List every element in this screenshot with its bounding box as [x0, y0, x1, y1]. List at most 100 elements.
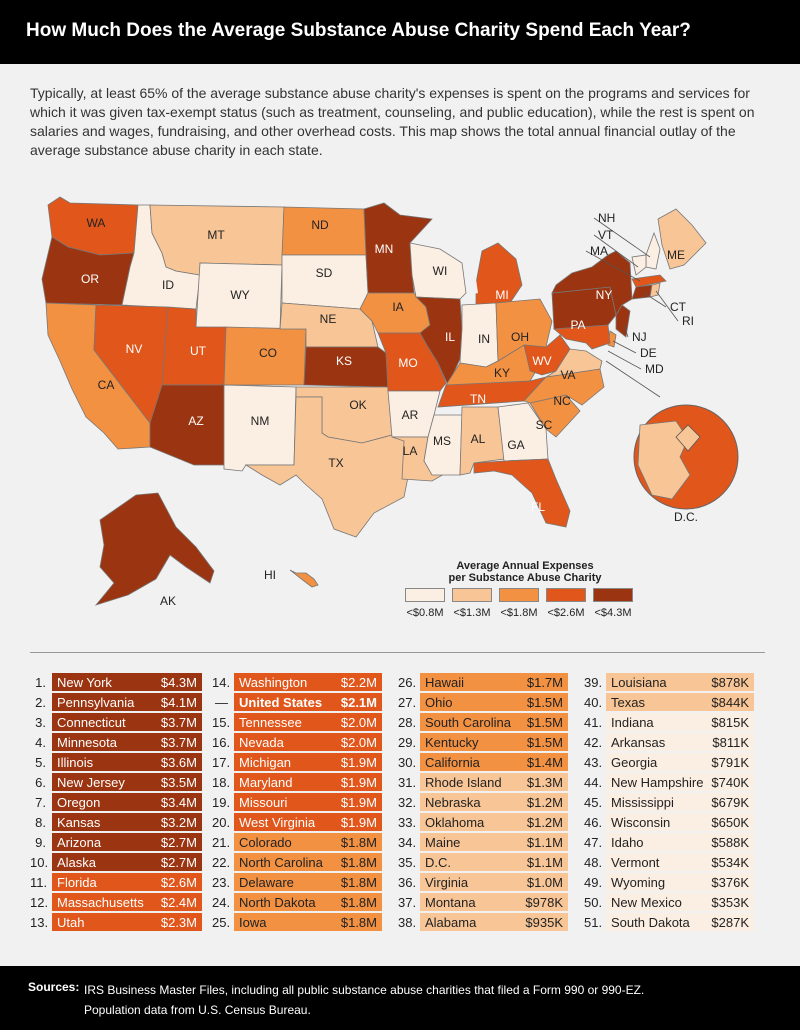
state-name: Ohio	[425, 694, 453, 710]
state-name: North Carolina	[239, 854, 323, 870]
ranking-bar: Connecticut $3.7M	[52, 713, 202, 731]
rank-number: 2.	[35, 694, 46, 710]
rank-number: 37.	[398, 894, 417, 910]
state-name: Vermont	[611, 854, 660, 870]
state-name: Arizona	[57, 834, 102, 850]
rank-number: 44.	[584, 774, 603, 790]
ranking-row: 20. West Virginia $1.9M	[212, 812, 397, 832]
ranking-bar: United States $2.1M	[234, 693, 382, 711]
legend-title-line2: per Substance Abuse Charity	[448, 572, 602, 584]
ranking-row: 23. Delaware $1.8M	[212, 872, 397, 892]
ranking-row: 46. Wisconsin $650K	[584, 812, 769, 832]
ranking-row: — United States $2.1M	[212, 692, 397, 712]
state-shape-md	[552, 324, 611, 350]
ranking-row: 10. Alaska $2.7M	[30, 852, 215, 872]
ranking-bar: Tennessee $2.0M	[234, 713, 382, 731]
state-name: New Jersey	[57, 774, 125, 790]
ranking-bar: Texas $844K	[606, 693, 754, 711]
rank-number: 23.	[212, 874, 231, 890]
state-name: Maine	[425, 834, 461, 850]
ranking-row: 33. Oklahoma $1.2M	[398, 812, 583, 832]
ranking-bar: Wyoming $376K	[606, 873, 754, 891]
state-name: Mississippi	[611, 794, 674, 810]
state-label-wv: WV	[532, 354, 551, 368]
ranking-row: 16. Nevada $2.0M	[212, 732, 397, 752]
legend-swatch-4	[546, 588, 586, 602]
state-label-oh: OH	[511, 330, 529, 344]
rank-number: 19.	[212, 794, 231, 810]
rank-number: 12.	[30, 894, 49, 910]
ranking-bar: South Carolina $1.5M	[420, 713, 568, 731]
ranking-row: 25. Iowa $1.8M	[212, 912, 397, 932]
state-name: Minnesota	[57, 734, 117, 750]
sources-line-1: IRS Business Master Files, including all…	[84, 983, 645, 997]
ranking-column-2: 14. Washington $2.2M — United States $2.1M 15.…	[212, 672, 397, 932]
state-label-ct: CT	[670, 300, 687, 314]
rank-number: 51.	[584, 914, 603, 930]
state-label-ms: MS	[433, 434, 451, 448]
expense-value: $1.5M	[526, 694, 563, 710]
rank-number: 14.	[212, 674, 231, 690]
expense-value: $2.4M	[160, 894, 197, 910]
state-name: Kentucky	[425, 734, 479, 750]
state-shape-me	[657, 208, 707, 270]
callout-line-nj	[623, 324, 629, 338]
rank-number: 33.	[398, 814, 417, 830]
rank-number: 21.	[212, 834, 231, 850]
ranking-bar: Oklahoma $1.2M	[420, 813, 568, 831]
expense-value: $1.8M	[340, 854, 377, 870]
rank-number: 43.	[584, 754, 603, 770]
ranking-bar: Washington $2.2M	[234, 673, 382, 691]
expense-value: $1.1M	[526, 854, 563, 870]
legend-swatch-2	[452, 588, 492, 602]
ranking-bar: Maine $1.1M	[420, 833, 568, 851]
ranking-bar: Montana $978K	[420, 893, 568, 911]
ranking-row: 49. Wyoming $376K	[584, 872, 769, 892]
ranking-row: 12. Massachusetts $2.4M	[30, 892, 215, 912]
state-name: Rhode Island	[425, 774, 502, 790]
ranking-bar: Idaho $588K	[606, 833, 754, 851]
map-svg: WA OR CA ID NV MT WY UT AZ CO NM ND SD NE KS OK TX MN IA MO…	[41, 196, 739, 608]
state-name: Texas	[611, 694, 645, 710]
expense-value: $534K	[711, 854, 749, 870]
callout-line-de	[612, 340, 637, 354]
state-shape-tx	[244, 396, 411, 538]
state-shape-va	[545, 348, 603, 378]
expense-value: $376K	[711, 874, 749, 890]
expense-value: $3.6M	[160, 754, 197, 770]
rank-number: 17.	[212, 754, 231, 770]
ranking-bar: Rhode Island $1.3M	[420, 773, 568, 791]
footer: Sources: IRS Business Master Files, incl…	[0, 966, 800, 1030]
rank-number: 6.	[35, 774, 46, 790]
state-shape-fl	[473, 458, 571, 528]
ranking-row: 13. Utah $2.3M	[30, 912, 215, 932]
state-name: Idaho	[611, 834, 644, 850]
state-name: South Carolina	[425, 714, 511, 730]
expense-value: $815K	[711, 714, 749, 730]
state-label-nj: NJ	[632, 330, 647, 344]
ranking-bar: Massachusetts $2.4M	[52, 893, 202, 911]
rank-number: 10.	[30, 854, 49, 870]
sources-text: IRS Business Master Files, including all…	[84, 980, 704, 1020]
state-label-nv: NV	[126, 342, 143, 356]
state-label-nc: NC	[553, 394, 571, 408]
ranking-bar: Louisiana $878K	[606, 673, 754, 691]
rank-number: 13.	[30, 914, 49, 930]
ranking-row: 21. Colorado $1.8M	[212, 832, 397, 852]
legend-label-5: <$4.3M	[594, 607, 632, 619]
callout-line-ma	[585, 250, 641, 282]
ranking-row: 36. Virginia $1.0M	[398, 872, 583, 892]
state-name: Arkansas	[611, 734, 666, 750]
ranking-bar: Ohio $1.5M	[420, 693, 568, 711]
state-label-vt: VT	[598, 228, 614, 242]
expense-value: $1.9M	[340, 794, 377, 810]
ranking-bar: Delaware $1.8M	[234, 873, 382, 891]
state-name: Wisconsin	[611, 814, 671, 830]
rank-number: 40.	[584, 694, 603, 710]
expense-value: $1.8M	[340, 914, 377, 930]
state-label-il: IL	[445, 330, 455, 344]
state-label-tx: TX	[328, 456, 343, 470]
state-shape-nm	[223, 384, 297, 472]
sources-label: Sources:	[28, 980, 80, 994]
expense-value: $978K	[525, 894, 563, 910]
